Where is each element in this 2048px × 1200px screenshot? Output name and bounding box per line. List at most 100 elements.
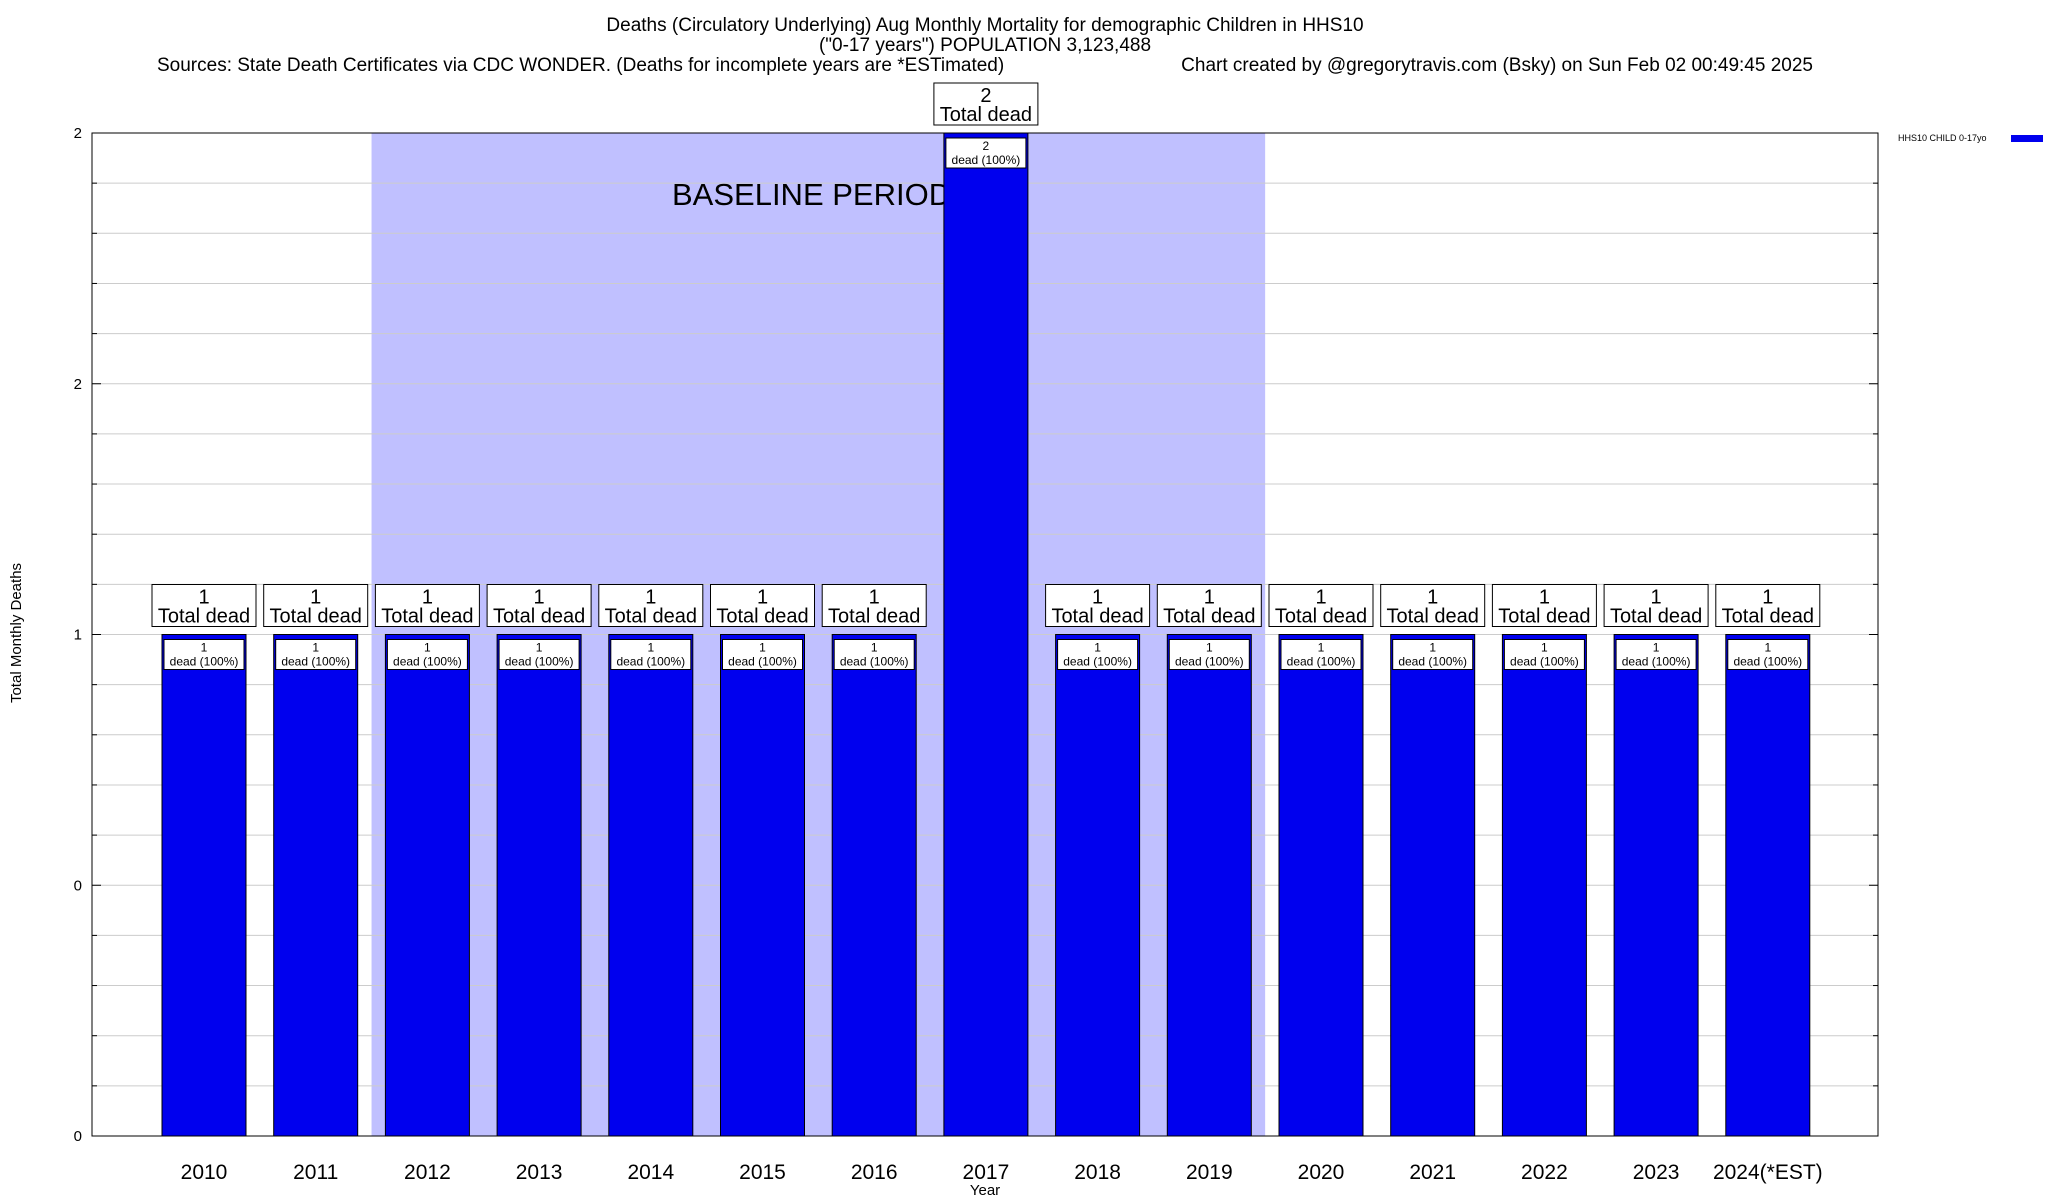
bar-top-label-count: 1 (310, 587, 321, 609)
legend-swatch (2011, 135, 2043, 142)
bar-inner-label-text: dead (100%) (1175, 655, 1244, 669)
bar-inner-label-box (1615, 639, 1697, 670)
bar-inner-label-count: 1 (1318, 641, 1325, 655)
bar-top-label-box (151, 584, 257, 627)
x-tick-label: 2023 (1633, 1161, 1680, 1184)
bar-top-label-box (263, 584, 369, 627)
bar-2012 (384, 634, 470, 1137)
bar-inner-label-box (1057, 639, 1139, 670)
bar-top-label-box (1715, 584, 1821, 627)
bar-2015 (720, 634, 805, 1137)
x-tick-label: 2020 (1298, 1161, 1345, 1184)
sources-text: Sources: State Death Certificates via CD… (157, 55, 1004, 76)
bar-2021 (1390, 634, 1476, 1137)
bar-inner-label-text: dead (100%) (170, 655, 239, 669)
x-tick-label: 2021 (1409, 1161, 1456, 1184)
x-tick-label: 2012 (404, 1161, 451, 1184)
baseline-period-label: BASELINE PERIOD (672, 177, 951, 212)
y-tick-label: 1 (74, 627, 82, 644)
bar-inner-label-count: 1 (1206, 641, 1213, 655)
bar-inner-label-text: dead (100%) (840, 655, 909, 669)
bar-top-label-count: 1 (1539, 587, 1550, 609)
y-tick-label: 0 (74, 877, 82, 894)
bar-inner-label-count: 1 (1541, 641, 1548, 655)
bar-top-label-count: 2 (980, 85, 991, 107)
bar-inner-label-count: 1 (1429, 641, 1436, 655)
bar-top-label-count: 1 (422, 587, 433, 609)
bar-inner-label-box (163, 639, 245, 670)
bar-top-label-count: 1 (1204, 587, 1215, 609)
x-tick-label: 2018 (1074, 1161, 1121, 1184)
bar-top-label-text: Total dead (605, 606, 697, 628)
bar-2024(*EST) (1725, 634, 1811, 1137)
title-line-1: Deaths (Circulatory Underlying) Aug Mont… (606, 15, 1363, 36)
bar-top-label-text: Total dead (381, 606, 473, 628)
bar-2014 (608, 634, 694, 1137)
title-line-2: ("0-17 years") POPULATION 3,123,488 (819, 35, 1151, 56)
bar-top-label-text: Total dead (1163, 606, 1255, 628)
bar-2013 (496, 634, 582, 1137)
bar-top-label-box (598, 584, 704, 627)
bar-top-label-text: Total dead (828, 606, 920, 628)
bar-top-label-count: 1 (869, 587, 880, 609)
legend-label: HHS10 CHILD 0-17yo (1898, 133, 1987, 143)
bar-inner-label-box (275, 639, 357, 670)
bar-2020 (1278, 634, 1364, 1137)
bar-inner-label-count: 1 (201, 641, 208, 655)
bar-inner-label-text: dead (100%) (728, 655, 797, 669)
bar-2011 (273, 634, 359, 1137)
legend: HHS10 CHILD 0-17yo (1898, 133, 2043, 143)
bar-top-label-box (1603, 584, 1709, 627)
bar-top-label-text: Total dead (716, 606, 808, 628)
bar-top-label-count: 1 (1762, 587, 1773, 609)
bar-inner-label-count: 1 (871, 641, 878, 655)
bar-inner-label-text: dead (100%) (281, 655, 350, 669)
bar-inner-label-count: 1 (312, 641, 319, 655)
y-axis-label: Total Monthly Deaths (8, 563, 25, 703)
bar-inner-label-box (1727, 639, 1809, 670)
bar-inner-label-text: dead (100%) (1733, 655, 1802, 669)
bar-inner-label-box (1392, 639, 1474, 670)
bar-inner-label-count: 1 (424, 641, 431, 655)
bar-inner-label-count: 2 (983, 139, 990, 153)
bar-2016 (831, 634, 917, 1137)
bar-inner-label-text: dead (100%) (393, 655, 462, 669)
x-tick-label: 2013 (516, 1161, 563, 1184)
bar-top-label-box (821, 584, 927, 627)
x-axis-label: Year (970, 1182, 1000, 1199)
y-axis-ticks: 0 0 1 2 2 (74, 125, 1878, 1145)
bar-2022 (1501, 634, 1587, 1137)
bar-inner-label-text: dead (100%) (1063, 655, 1132, 669)
bar-top-label-count: 1 (534, 587, 545, 609)
x-tick-label: 2017 (963, 1161, 1010, 1184)
bar-inner-label-box (722, 639, 803, 670)
bar-top-label-box (710, 584, 815, 627)
x-tick-label: 2011 (293, 1161, 338, 1184)
credit-text: Chart created by @gregorytravis.com (Bsk… (1181, 55, 1813, 76)
bar-2023 (1613, 634, 1699, 1137)
x-tick-label: 2024(*EST) (1713, 1161, 1823, 1184)
bar-top-label-text: Total dead (158, 606, 250, 628)
bar-top-label-text: Total dead (1498, 606, 1590, 628)
bar-inner-label-count: 1 (1094, 641, 1101, 655)
